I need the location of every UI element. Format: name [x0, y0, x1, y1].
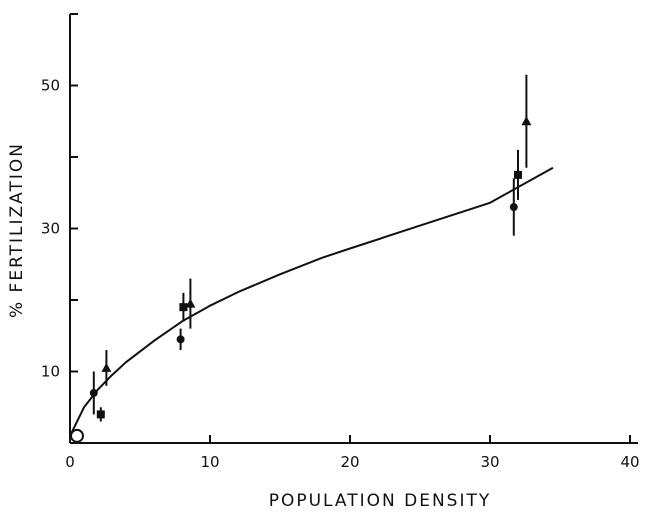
- square-marker: [96, 410, 105, 419]
- y-tick-label: 30: [41, 220, 60, 238]
- y-tick-label: 50: [41, 77, 60, 95]
- circle-marker: [509, 203, 518, 212]
- x-tick-label: 0: [65, 453, 75, 471]
- y-tick-label: 10: [41, 363, 60, 381]
- data-points-layer: [70, 74, 532, 443]
- circle-marker: [176, 335, 185, 344]
- y-axis-title: % FERTILIZATION: [7, 142, 27, 318]
- square-marker: [514, 170, 522, 179]
- x-tick-label: 10: [200, 453, 219, 471]
- x-axis-title: POPULATION DENSITY: [269, 491, 492, 511]
- triangle-marker: [185, 298, 196, 308]
- axes: [69, 14, 638, 444]
- square-marker: [179, 303, 188, 312]
- open-circle-marker: [70, 428, 84, 443]
- triangle-marker: [101, 362, 112, 372]
- x-tick-label: 30: [480, 453, 499, 471]
- fit-curve-layer: [69, 166, 554, 437]
- x-tick-label: 40: [620, 453, 639, 471]
- ticks: 0 10 20 30 40 10 30 50: [41, 13, 640, 471]
- circle-marker: [89, 388, 98, 397]
- x-tick-label: 20: [340, 453, 359, 471]
- triangle-marker: [521, 116, 532, 126]
- fit-curve: [69, 166, 554, 437]
